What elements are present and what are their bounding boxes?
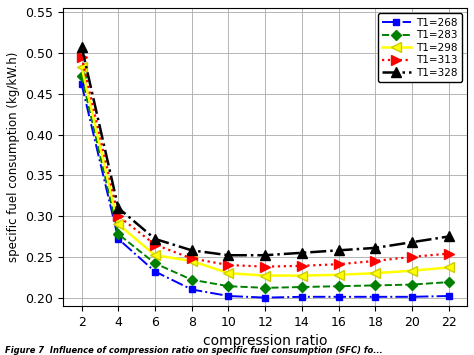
T1=268	[336, 295, 341, 299]
T1=283	[373, 283, 378, 288]
T1=283	[336, 284, 341, 288]
T1=328	[189, 248, 194, 252]
T1=268	[446, 294, 452, 298]
T1=268	[299, 295, 305, 299]
Line: T1=313: T1=313	[77, 52, 454, 272]
T1=283	[116, 232, 121, 236]
T1=313	[299, 264, 305, 268]
T1=328	[226, 253, 231, 257]
T1=313	[373, 259, 378, 263]
T1=313	[446, 251, 452, 256]
T1=298	[409, 269, 415, 273]
T1=313	[336, 262, 341, 266]
X-axis label: compression ratio: compression ratio	[203, 334, 328, 348]
T1=268	[152, 269, 158, 274]
T1=313	[262, 264, 268, 269]
T1=283	[79, 74, 84, 78]
T1=313	[116, 214, 121, 218]
Line: T1=328: T1=328	[77, 42, 454, 260]
T1=328	[116, 206, 121, 210]
T1=298	[79, 65, 84, 69]
T1=268	[373, 295, 378, 299]
T1=328	[373, 246, 378, 250]
T1=328	[262, 253, 268, 257]
T1=313	[152, 242, 158, 247]
T1=298	[116, 222, 121, 226]
T1=313	[79, 55, 84, 59]
T1=328	[152, 237, 158, 241]
Y-axis label: specific fuel consumption (kg/kW.h): specific fuel consumption (kg/kW.h)	[7, 52, 20, 262]
T1=283	[152, 261, 158, 266]
T1=328	[409, 240, 415, 244]
T1=298	[299, 273, 305, 278]
T1=283	[446, 280, 452, 284]
T1=268	[226, 294, 231, 298]
Line: T1=268: T1=268	[78, 81, 452, 301]
T1=268	[409, 295, 415, 299]
T1=298	[373, 271, 378, 275]
T1=298	[446, 265, 452, 269]
T1=283	[189, 278, 194, 282]
T1=283	[262, 286, 268, 290]
Legend: T1=268, T1=283, T1=298, T1=313, T1=328: T1=268, T1=283, T1=298, T1=313, T1=328	[378, 13, 462, 82]
T1=298	[226, 271, 231, 275]
T1=313	[226, 263, 231, 267]
T1=268	[79, 82, 84, 86]
T1=328	[446, 234, 452, 239]
T1=298	[152, 253, 158, 257]
T1=298	[189, 259, 194, 263]
T1=283	[299, 285, 305, 289]
T1=283	[226, 284, 231, 288]
T1=283	[409, 283, 415, 287]
T1=313	[409, 255, 415, 259]
Text: Figure 7  Influence of compression ratio on specific fuel consumption (SFC) fo..: Figure 7 Influence of compression ratio …	[5, 346, 383, 355]
T1=328	[299, 251, 305, 255]
Line: T1=298: T1=298	[77, 62, 454, 280]
T1=328	[336, 248, 341, 252]
T1=268	[116, 237, 121, 241]
T1=313	[189, 256, 194, 261]
T1=268	[189, 287, 194, 291]
T1=298	[336, 273, 341, 277]
T1=298	[262, 273, 268, 278]
Line: T1=283: T1=283	[78, 72, 452, 291]
T1=328	[79, 44, 84, 49]
T1=268	[262, 295, 268, 300]
